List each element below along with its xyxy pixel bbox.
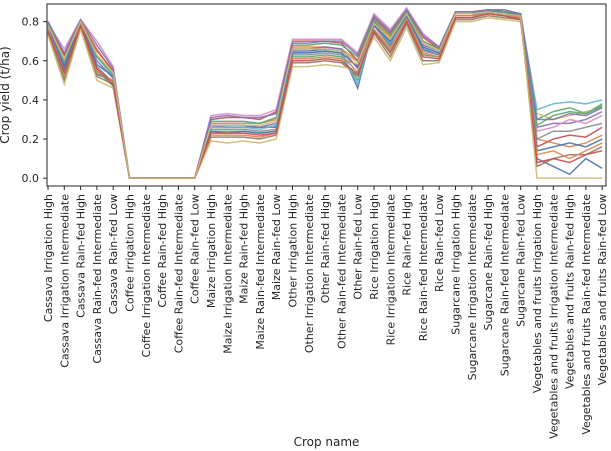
x-tick-label: Cassava Rain-fed High bbox=[75, 194, 88, 318]
x-tick-label: Cassava Rain-fed Low bbox=[107, 194, 120, 314]
x-axis-label: Crop name bbox=[294, 435, 360, 449]
x-tick-label: Maize Rain-fed High bbox=[238, 194, 251, 304]
x-axis: Cassava Irrigation High Cassava Irrigatio… bbox=[42, 186, 609, 439]
x-tick-label: Coffee Rain-fed Intermediate bbox=[172, 194, 185, 353]
y-axis: 0.0 0.2 0.4 0.6 0.8 bbox=[22, 16, 47, 185]
x-tick-label: Rice Rain-fed Low bbox=[433, 194, 446, 292]
series-line-11 bbox=[47, 13, 603, 179]
x-tick-label: Maize Rain-fed Low bbox=[270, 194, 283, 300]
series-line-3 bbox=[47, 8, 603, 179]
x-tick-label: Other Rain-fed High bbox=[319, 194, 332, 303]
x-tick-label: Sugarcane Rain-fed Intermediate bbox=[498, 194, 511, 376]
series-line-7 bbox=[47, 11, 603, 179]
y-tick-label: 0.6 bbox=[22, 55, 40, 68]
x-tick-label: Rice Irrigation High bbox=[368, 194, 381, 300]
x-tick-label: Cassava Irrigation Intermediate bbox=[58, 194, 71, 368]
x-tick-label: Coffee Rain-fed High bbox=[156, 194, 169, 308]
x-tick-label: Sugarcane Rain-fed Low bbox=[515, 194, 528, 327]
x-tick-label: Rice Irrigation Intermediate bbox=[384, 194, 397, 346]
y-tick-label: 0.2 bbox=[22, 133, 40, 146]
series-line-14 bbox=[47, 8, 603, 179]
series-line-2 bbox=[47, 13, 603, 179]
series-line-4 bbox=[47, 11, 603, 179]
x-tick-label: Vegetables and fruits Rain-fed Low bbox=[596, 194, 609, 385]
series-line-15 bbox=[47, 11, 603, 179]
series-line-5 bbox=[47, 14, 603, 179]
x-tick-label: Sugarcane Irrigation High bbox=[450, 194, 463, 335]
x-tick-label: Other Rain-fed Intermediate bbox=[335, 194, 348, 349]
x-tick-label: Maize Irrigation Intermediate bbox=[221, 194, 234, 354]
x-tick-label: Rice Rain-fed High bbox=[401, 194, 414, 296]
series-line-0 bbox=[47, 8, 603, 179]
x-tick-label: Maize Irrigation High bbox=[205, 194, 218, 308]
y-tick-label: 0.4 bbox=[22, 94, 40, 107]
x-tick-label: Coffee Irrigation High bbox=[124, 194, 137, 312]
series-line-13 bbox=[47, 13, 603, 179]
series-line-1 bbox=[47, 10, 603, 179]
x-tick-label: Cassava Irrigation High bbox=[42, 194, 55, 322]
x-tick-label: Coffee Rain-fed Low bbox=[189, 194, 202, 304]
series-line-9 bbox=[47, 11, 603, 179]
y-tick-label: 0.0 bbox=[22, 172, 40, 185]
x-tick-label: Vegetables and fruits Irrigation High bbox=[531, 194, 544, 393]
y-axis-label: Crop yield (t/ha) bbox=[0, 46, 12, 143]
axes-frame bbox=[46, 3, 607, 187]
x-tick-label: Rice Rain-fed Intermediate bbox=[417, 194, 430, 341]
x-tick-label: Vegetables and fruits Rain-fed Intermedi… bbox=[580, 194, 593, 435]
series-line-10 bbox=[47, 11, 603, 179]
x-tick-label: Cassava Rain-fed Intermediate bbox=[91, 194, 104, 364]
x-tick-label: Vegetables and fruits Rain-fed High bbox=[564, 194, 577, 389]
x-tick-label: Other Rain-fed Low bbox=[352, 194, 365, 300]
x-tick-label: Coffee Irrigation Intermediate bbox=[140, 194, 153, 358]
x-tick-label: Other Irrigation High bbox=[287, 194, 300, 307]
x-tick-label: Sugarcane Irrigation Intermediate bbox=[466, 194, 479, 381]
y-tick-label: 0.8 bbox=[22, 16, 40, 29]
x-tick-label: Sugarcane Rain-fed High bbox=[482, 194, 495, 331]
series-line-12 bbox=[47, 9, 603, 179]
plot-frame bbox=[46, 3, 607, 187]
series-layer bbox=[47, 6, 603, 179]
x-tick-label: Other Irrigation Intermediate bbox=[303, 194, 316, 353]
x-tick-label: Vegetables and fruits Irrigation Interme… bbox=[547, 194, 560, 439]
x-tick-label: Maize Rain-fed Intermediate bbox=[254, 194, 267, 350]
series-line-6 bbox=[47, 6, 603, 179]
